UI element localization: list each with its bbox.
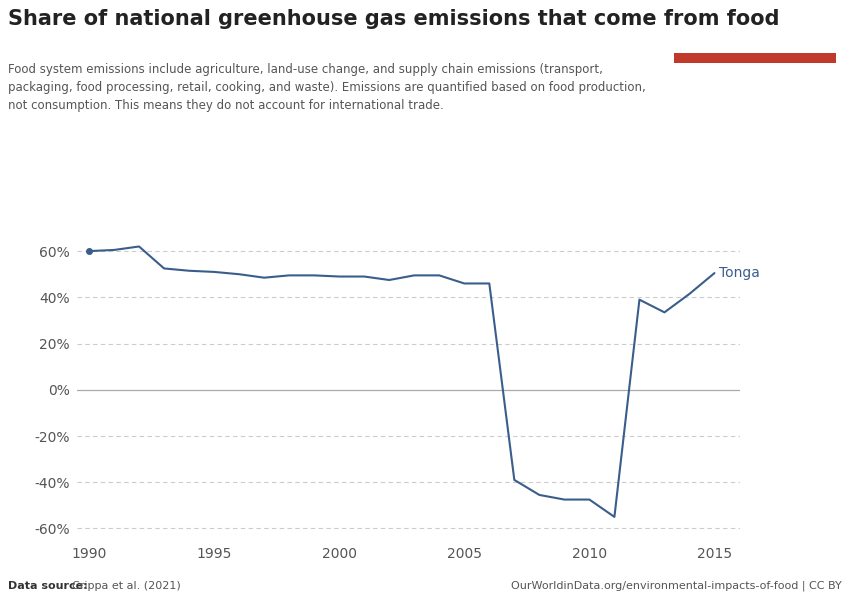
Text: Tonga: Tonga — [719, 266, 761, 280]
Text: OurWorldinData.org/environmental-impacts-of-food | CC BY: OurWorldinData.org/environmental-impacts… — [511, 581, 842, 591]
Bar — [674, 53, 836, 63]
Text: Food system emissions include agriculture, land-use change, and supply chain emi: Food system emissions include agricultur… — [8, 63, 646, 112]
Text: Share of national greenhouse gas emissions that come from food: Share of national greenhouse gas emissio… — [8, 9, 780, 29]
Text: in Data: in Data — [729, 34, 780, 46]
Text: Crippa et al. (2021): Crippa et al. (2021) — [72, 581, 181, 591]
Text: Our World: Our World — [719, 16, 791, 29]
Text: Data source:: Data source: — [8, 581, 92, 591]
